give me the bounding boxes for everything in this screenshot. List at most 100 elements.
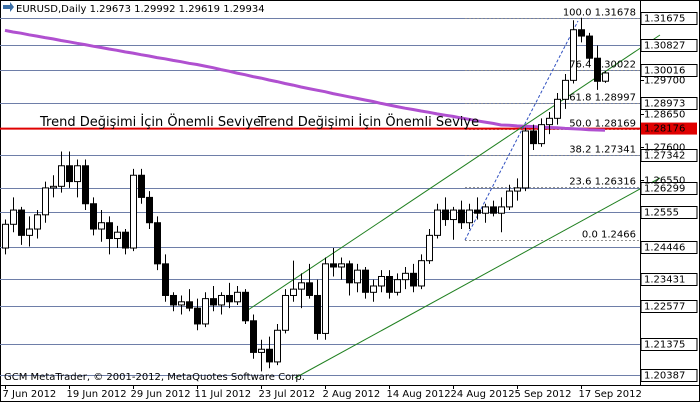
annotation: Trend Değişimi İçin Önemli Seviye bbox=[257, 113, 479, 130]
key-level-label: 1.28176 bbox=[644, 124, 685, 135]
candle-body bbox=[498, 206, 505, 214]
candle-body bbox=[210, 298, 217, 306]
fib-label: 76.4 1.30022 bbox=[569, 60, 636, 71]
candle-body bbox=[458, 209, 465, 224]
level-label: 1.26299 bbox=[644, 184, 685, 195]
candle-body bbox=[90, 203, 97, 230]
candle-body bbox=[250, 320, 257, 353]
fib-label: 100.0 1.31678 bbox=[563, 8, 636, 19]
candle-body bbox=[506, 190, 513, 208]
level-label: 1.27342 bbox=[644, 151, 685, 162]
candle-body bbox=[106, 222, 113, 240]
fib-level: 50.0 bbox=[569, 119, 591, 130]
candle-body bbox=[18, 209, 25, 236]
candle-body bbox=[306, 282, 313, 296]
candle-body bbox=[522, 130, 529, 189]
candle-body bbox=[146, 196, 153, 224]
candle-body bbox=[170, 294, 177, 306]
candle-body bbox=[26, 228, 33, 236]
level-label: 1.23431 bbox=[644, 275, 685, 286]
y-tick-label: 1.26550 bbox=[644, 176, 685, 187]
candle-body bbox=[450, 209, 457, 221]
candle-body bbox=[258, 348, 265, 353]
candle-body bbox=[162, 263, 169, 296]
candle-body bbox=[74, 165, 81, 183]
candle-body bbox=[322, 263, 329, 334]
candle-body bbox=[234, 291, 241, 303]
candle-body bbox=[346, 263, 353, 284]
candle-body bbox=[362, 269, 369, 293]
fib-level: 100.0 bbox=[563, 8, 592, 19]
candle-body bbox=[330, 263, 337, 268]
level-label: 1.28973 bbox=[644, 99, 685, 110]
symbol-icon bbox=[3, 2, 14, 12]
fib-label: 50.0 1.28169 bbox=[569, 119, 636, 130]
candle-body bbox=[266, 348, 273, 363]
candle-body bbox=[434, 209, 441, 236]
x-tick-label: 19 Jun 2012 bbox=[67, 389, 127, 400]
candle-body bbox=[338, 263, 345, 268]
level-label: 1.31675 bbox=[644, 14, 685, 25]
candle-body bbox=[218, 294, 225, 306]
fib-label: 38.2 1.27341 bbox=[569, 145, 636, 156]
fib-price: 1.30022 bbox=[595, 60, 636, 71]
level-label: 1.2555 bbox=[644, 208, 679, 219]
candle-body bbox=[122, 231, 129, 249]
x-tick-label: 2 Aug 2012 bbox=[323, 389, 381, 400]
candle-body bbox=[482, 206, 489, 214]
level-label: 1.30827 bbox=[644, 41, 685, 52]
candle-body bbox=[394, 279, 401, 293]
x-tick-label: 14 Aug 2012 bbox=[387, 389, 451, 400]
level-label: 1.21375 bbox=[644, 340, 685, 351]
x-tick-label: 24 Aug 2012 bbox=[451, 389, 515, 400]
candle-body bbox=[130, 174, 137, 249]
candle-body bbox=[274, 329, 281, 363]
fib-label: 0.0 1.2466 bbox=[582, 230, 636, 241]
candle-body bbox=[42, 187, 49, 216]
candle-body bbox=[474, 209, 481, 214]
candle-body bbox=[66, 165, 73, 183]
candle-body bbox=[50, 185, 57, 189]
candle-body bbox=[378, 275, 385, 287]
candle-body bbox=[82, 165, 89, 205]
candle-body bbox=[178, 301, 185, 306]
chart-title: EURUSD,Daily 1.29673 1.29992 1.29619 1.2… bbox=[16, 4, 265, 15]
candle-body bbox=[98, 222, 105, 230]
y-tick-label: 1.27600 bbox=[644, 143, 685, 154]
candle-body bbox=[554, 98, 561, 119]
candle-body bbox=[602, 72, 609, 82]
level-label: 1.22577 bbox=[644, 302, 685, 313]
candle-body bbox=[354, 269, 361, 284]
candle-body bbox=[386, 275, 393, 293]
fib-price: 1.2466 bbox=[601, 230, 636, 241]
candle-body bbox=[314, 294, 321, 334]
x-tick-label: 17 Sep 2012 bbox=[579, 389, 642, 400]
candle-body bbox=[370, 285, 377, 293]
fib-label: 23.6 1.26316 bbox=[569, 177, 636, 188]
candle-body bbox=[418, 260, 425, 287]
x-tick-label: 11 Jul 2012 bbox=[195, 389, 252, 400]
candle-body bbox=[562, 79, 569, 100]
candle-body bbox=[490, 206, 497, 214]
fib-price: 1.27341 bbox=[595, 145, 636, 156]
candle-body bbox=[282, 294, 289, 331]
fib-level: 23.6 bbox=[569, 177, 591, 188]
candle-body bbox=[586, 35, 593, 59]
y-tick-label: 1.29700 bbox=[644, 76, 685, 87]
level-label: 1.24446 bbox=[644, 243, 685, 254]
key-level-box bbox=[641, 122, 697, 135]
candle-body bbox=[594, 57, 601, 82]
candle-body bbox=[290, 288, 297, 296]
x-tick-label: 7 Jun 2012 bbox=[3, 389, 57, 400]
candle-body bbox=[186, 301, 193, 309]
candle-body bbox=[154, 222, 161, 265]
candle-body bbox=[226, 294, 233, 303]
candle-body bbox=[202, 298, 209, 325]
fib-label: 61.8 1.28997 bbox=[569, 93, 636, 104]
candle-body bbox=[402, 272, 409, 281]
channel-upper bbox=[244, 34, 661, 313]
fib-trend bbox=[464, 20, 579, 241]
candle-body bbox=[114, 231, 121, 240]
candle-body bbox=[194, 307, 201, 325]
